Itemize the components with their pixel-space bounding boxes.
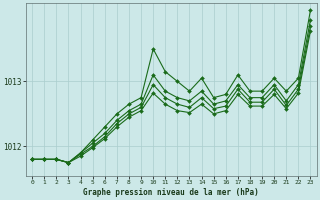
X-axis label: Graphe pression niveau de la mer (hPa): Graphe pression niveau de la mer (hPa): [84, 188, 259, 197]
